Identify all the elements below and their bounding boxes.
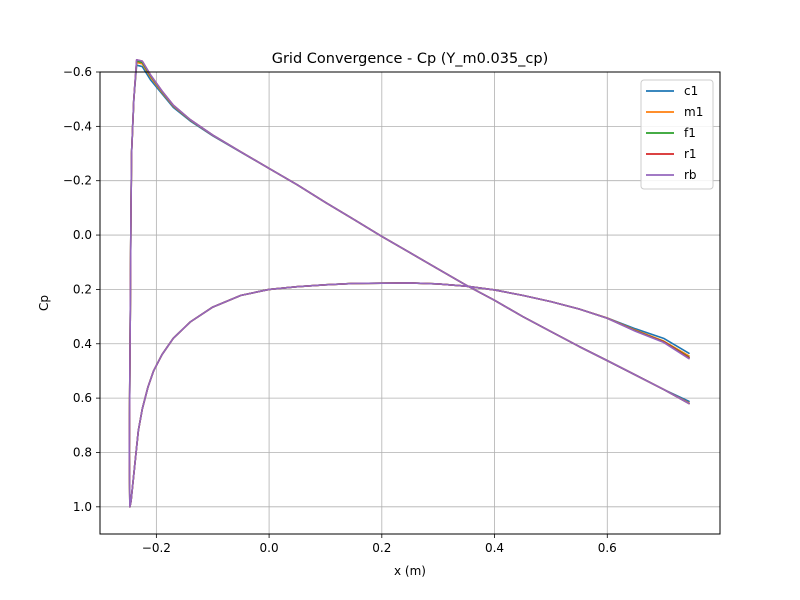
- y-axis-label: Cp: [37, 295, 51, 311]
- y-tick-label: 0.4: [73, 337, 92, 351]
- y-tick-label: 0.0: [73, 228, 92, 242]
- legend-label-m1: m1: [684, 105, 703, 119]
- legend-label-rb: rb: [684, 168, 697, 182]
- x-tick-label: −0.2: [142, 541, 171, 555]
- axis-ticks: −0.2 0.0 0.2 0.4 0.6 −0.6 −0.4 −0.2 0.0 0.2 0.4 0.6…: [63, 65, 617, 555]
- series-line-rb: [128, 58, 690, 508]
- y-tick-label: 1.0: [73, 500, 92, 514]
- x-tick-label: 0.6: [598, 541, 617, 555]
- y-tick-label: 0.6: [73, 391, 92, 405]
- y-tick-label: −0.2: [63, 174, 92, 188]
- y-tick-label: 0.2: [73, 282, 92, 296]
- x-tick-label: 0.0: [260, 541, 279, 555]
- x-axis-label: x (m): [394, 564, 426, 578]
- legend-box: [640, 79, 714, 190]
- y-tick-label: −0.4: [63, 119, 92, 133]
- x-tick-label: 0.4: [485, 541, 504, 555]
- legend: c1 m1 f1 r1 rb: [640, 79, 714, 190]
- plot-frame: [99, 71, 721, 535]
- chart-title: Grid Convergence - Cp (Y_m0.035_cp): [272, 51, 549, 67]
- y-tick-label: 0.8: [73, 445, 92, 459]
- legend-label-c1: c1: [684, 84, 698, 98]
- plot-area: [100, 72, 720, 534]
- y-tick-label: −0.6: [63, 65, 92, 79]
- grid: [100, 71, 720, 534]
- legend-label-r1: r1: [684, 147, 697, 161]
- series-lines: [128, 58, 690, 508]
- x-tick-label: 0.2: [372, 541, 391, 555]
- legend-label-f1: f1: [684, 126, 696, 140]
